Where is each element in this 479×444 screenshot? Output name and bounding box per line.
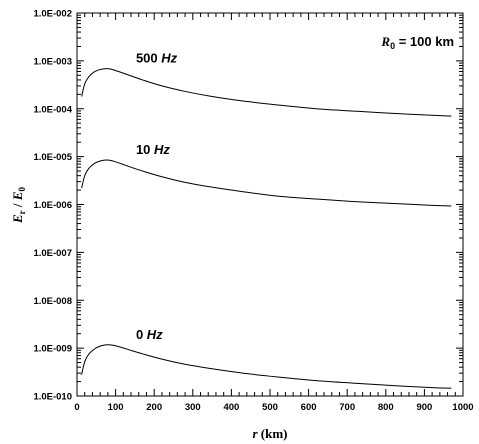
- x-axis-title: r (km): [252, 426, 287, 441]
- y-tick-label: 1.0E-008: [33, 296, 72, 307]
- series-line-2: [81, 344, 452, 389]
- plot-frame: [76, 12, 464, 397]
- y-tick-label: 1.0E-005: [33, 152, 72, 163]
- x-tick-label: 500: [262, 402, 278, 413]
- x-tick-label: 200: [146, 402, 162, 413]
- y-tick-label: 1.0E-009: [33, 344, 72, 355]
- x-tick-label: 600: [301, 402, 317, 413]
- y-tick-label: 1.0E-002: [33, 9, 72, 20]
- series-label-2: 0 Hz: [136, 327, 163, 342]
- y-tick-label: 1.0E-010: [33, 392, 72, 403]
- x-tick-label: 300: [185, 402, 201, 413]
- series-label-1: 10 Hz: [136, 142, 170, 157]
- series-group: [81, 68, 452, 389]
- y-tick-label: 1.0E-003: [33, 56, 72, 67]
- series-labels: 500 Hz 10 Hz 0 Hz: [136, 51, 178, 342]
- x-tick-label: 800: [378, 402, 394, 413]
- series-line-0: [81, 68, 452, 117]
- y-tick-label: 1.0E-004: [33, 104, 72, 115]
- param-annotation: R0 = 100 km: [380, 34, 454, 51]
- series-line-1: [81, 159, 452, 207]
- x-tick-label: 900: [416, 402, 432, 413]
- y-tick-label: 1.0E-007: [33, 248, 72, 259]
- x-tick-label: 1000: [452, 402, 473, 413]
- x-tick-label: 100: [108, 402, 124, 413]
- y-axis-title: Er / E0: [10, 187, 27, 224]
- tick-labels: 0 100 200 300 400 500 600 700 800 900 1000 1.0E-002…: [33, 9, 473, 414]
- tick-marks: [76, 13, 464, 397]
- series-label-0: 500 Hz: [136, 51, 178, 66]
- x-tick-label: 400: [223, 402, 239, 413]
- x-tick-label: 700: [339, 402, 355, 413]
- y-tick-label: 1.0E-006: [33, 200, 72, 211]
- x-tick-label: 0: [74, 402, 79, 413]
